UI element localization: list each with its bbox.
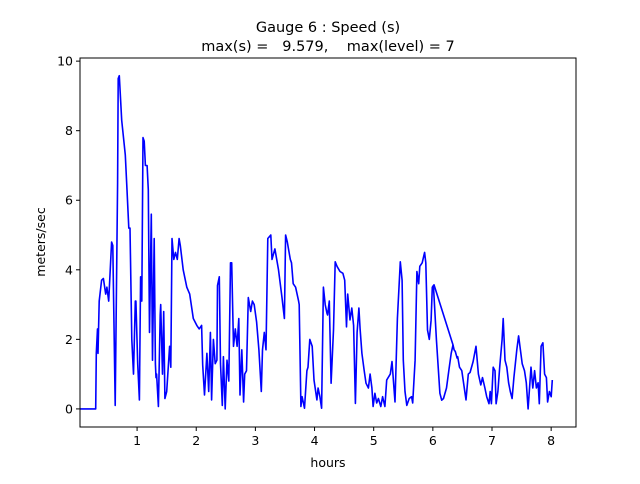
y-tick-label: 10 bbox=[57, 54, 73, 69]
series-line-speed bbox=[432, 285, 454, 401]
y-tick-label: 0 bbox=[65, 401, 73, 416]
y-tick-label: 8 bbox=[65, 123, 73, 138]
plot-area bbox=[80, 74, 554, 410]
x-axis-label: hours bbox=[310, 455, 345, 470]
chart-title: Gauge 6 : Speed (s) bbox=[256, 20, 400, 36]
x-tick-label: 5 bbox=[370, 433, 378, 448]
x-tick-label: 2 bbox=[192, 433, 200, 448]
y-tick-label: 2 bbox=[65, 332, 73, 347]
y-tick-label: 4 bbox=[65, 262, 73, 277]
x-tick-label: 4 bbox=[311, 433, 319, 448]
x-tick-label: 3 bbox=[251, 433, 259, 448]
x-axis: 1 2 3 4 5 6 7 8 bbox=[133, 427, 555, 448]
y-tick-label: 6 bbox=[65, 193, 73, 208]
y-axis-label: meters/sec bbox=[33, 207, 48, 277]
axes-frame bbox=[79, 57, 577, 428]
series-line-speed bbox=[80, 74, 554, 410]
x-tick-label: 7 bbox=[488, 433, 496, 448]
x-tick-label: 8 bbox=[547, 433, 555, 448]
x-tick-label: 6 bbox=[429, 433, 437, 448]
x-tick-label: 1 bbox=[133, 433, 141, 448]
y-axis: 0 2 4 6 8 10 bbox=[57, 54, 80, 416]
chart-subtitle: max(s) = 9.579, max(level) = 7 bbox=[201, 39, 455, 55]
